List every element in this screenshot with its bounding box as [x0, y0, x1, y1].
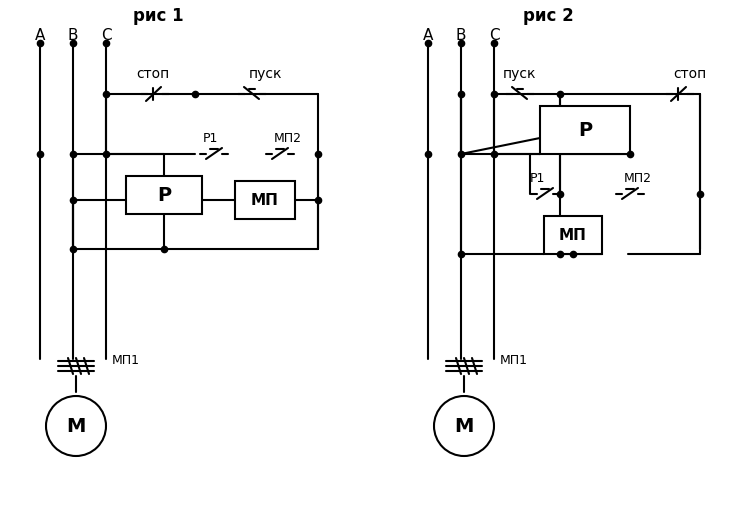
Text: стоп: стоп	[673, 67, 707, 81]
Text: Р1: Р1	[529, 172, 545, 184]
Text: A: A	[35, 27, 45, 42]
Text: М: М	[67, 416, 86, 436]
Text: A: A	[423, 27, 433, 42]
Text: МП2: МП2	[624, 172, 652, 184]
Text: C: C	[489, 27, 499, 42]
Text: Р: Р	[157, 185, 171, 205]
Text: B: B	[455, 27, 466, 42]
Bar	[544, 216, 602, 254]
Text: МП1: МП1	[500, 354, 528, 367]
Text: рис 2: рис 2	[523, 7, 573, 25]
Bar	[540, 106, 630, 154]
Text: МП: МП	[251, 192, 279, 208]
Text: рис 1: рис 1	[133, 7, 183, 25]
Text: пуск: пуск	[249, 67, 283, 81]
Text: C: C	[101, 27, 111, 42]
Text: МП: МП	[559, 228, 587, 242]
Text: пуск: пуск	[503, 67, 537, 81]
Text: стоп: стоп	[137, 67, 170, 81]
Text: B: B	[68, 27, 78, 42]
Text: Р1: Р1	[202, 131, 218, 145]
Text: М: М	[454, 416, 474, 436]
Text: МП1: МП1	[112, 354, 140, 367]
Text: Р: Р	[578, 121, 592, 139]
Text: МП2: МП2	[274, 131, 302, 145]
Bar	[126, 176, 202, 214]
Bar	[235, 181, 295, 219]
